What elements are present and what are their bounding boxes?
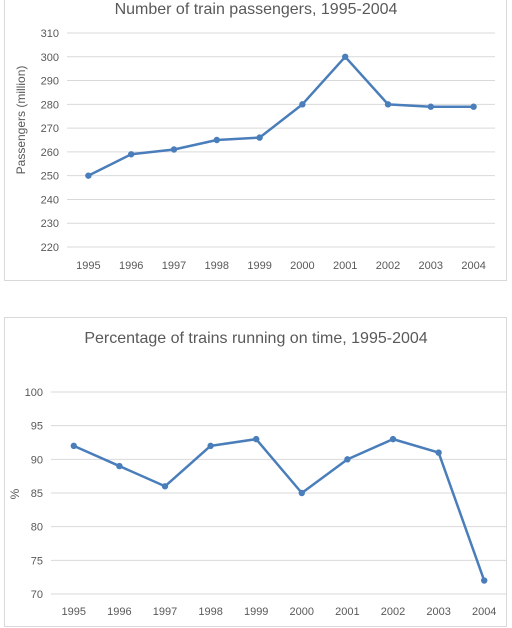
y-tick-label: 70	[31, 589, 43, 601]
x-tick-label: 1996	[119, 260, 143, 272]
on-time-chart: Percentage of trains running on time, 19…	[8, 330, 507, 618]
x-tick-label: 2002	[376, 260, 400, 272]
y-tick-label: 85	[31, 488, 43, 500]
plot-area: 70 75 80 85 90 95 100 1995 1996 1997 1998 1999 2000 2…	[25, 387, 507, 618]
passengers-chart-panel: Number of train passengers, 1995-2004 Pa…	[4, 0, 507, 281]
data-point	[170, 146, 178, 153]
data-point	[85, 172, 92, 179]
y-tick-label: 250	[41, 171, 59, 183]
x-tick-label: 2001	[333, 260, 357, 272]
y-tick-label: 260	[41, 147, 59, 159]
series-line	[87, 55, 474, 177]
x-tick-label: 2004	[461, 260, 485, 272]
y-tick-label: 100	[25, 387, 43, 399]
chart-title: Percentage of trains running on time, 19…	[84, 330, 427, 347]
y-tick-label: 80	[31, 522, 43, 534]
data-point	[389, 435, 397, 443]
x-tick-label: 2001	[335, 606, 359, 618]
x-tick-label: 1998	[205, 260, 229, 272]
x-tick-label: 1995	[76, 260, 100, 272]
data-point	[384, 101, 392, 108]
x-tick-label: 1999	[244, 606, 268, 618]
data-point	[427, 103, 434, 110]
y-tick-label: 280	[41, 99, 59, 111]
x-tick-label: 2000	[290, 606, 314, 618]
series-line	[73, 437, 486, 581]
y-tick-label: 95	[31, 421, 43, 433]
y-tick-label: 310	[41, 28, 59, 40]
x-tick-label: 1997	[153, 606, 177, 618]
data-point	[435, 449, 442, 456]
x-tick-label: 2004	[472, 606, 496, 618]
y-tick-label: 90	[31, 454, 43, 466]
plot-area: 220 230 240 250 260 270 280 290 300 310 1995 1996 19…	[41, 28, 495, 272]
data-point	[344, 456, 351, 463]
passengers-chart: Number of train passengers, 1995-2004 Pa…	[14, 1, 495, 272]
y-axis-label: Passengers (million)	[14, 66, 28, 175]
y-tick-label: 290	[41, 76, 59, 88]
x-tick-label: 1997	[162, 260, 186, 272]
y-tick-label: 75	[31, 555, 43, 567]
data-point	[481, 577, 488, 584]
x-tick-label: 1999	[247, 260, 271, 272]
data-point	[213, 136, 220, 144]
data-point	[256, 134, 263, 141]
x-tick-label: 2002	[381, 606, 405, 618]
data-point	[70, 442, 78, 450]
data-point	[299, 101, 306, 108]
data-point	[128, 151, 135, 158]
data-point	[253, 435, 260, 443]
y-tick-label: 270	[41, 123, 59, 135]
y-tick-label: 230	[41, 218, 59, 230]
x-tick-label: 1995	[62, 606, 86, 618]
x-tick-label: 2003	[426, 606, 450, 618]
data-point	[116, 462, 123, 470]
on-time-chart-panel: Percentage of trains running on time, 19…	[4, 317, 507, 627]
x-tick-label: 2000	[290, 260, 314, 272]
chart-title: Number of train passengers, 1995-2004	[115, 1, 398, 18]
y-tick-label: 240	[41, 194, 59, 206]
x-tick-label: 1998	[198, 606, 222, 618]
y-tick-label: 220	[41, 242, 59, 254]
data-point	[470, 103, 477, 110]
x-tick-label: 2003	[419, 260, 443, 272]
data-point	[298, 489, 305, 497]
data-point	[342, 53, 349, 60]
data-point	[207, 442, 214, 450]
x-tick-label: 1996	[107, 606, 131, 618]
data-point	[161, 483, 169, 490]
y-axis-label: %	[8, 488, 22, 499]
y-tick-label: 300	[41, 52, 59, 64]
